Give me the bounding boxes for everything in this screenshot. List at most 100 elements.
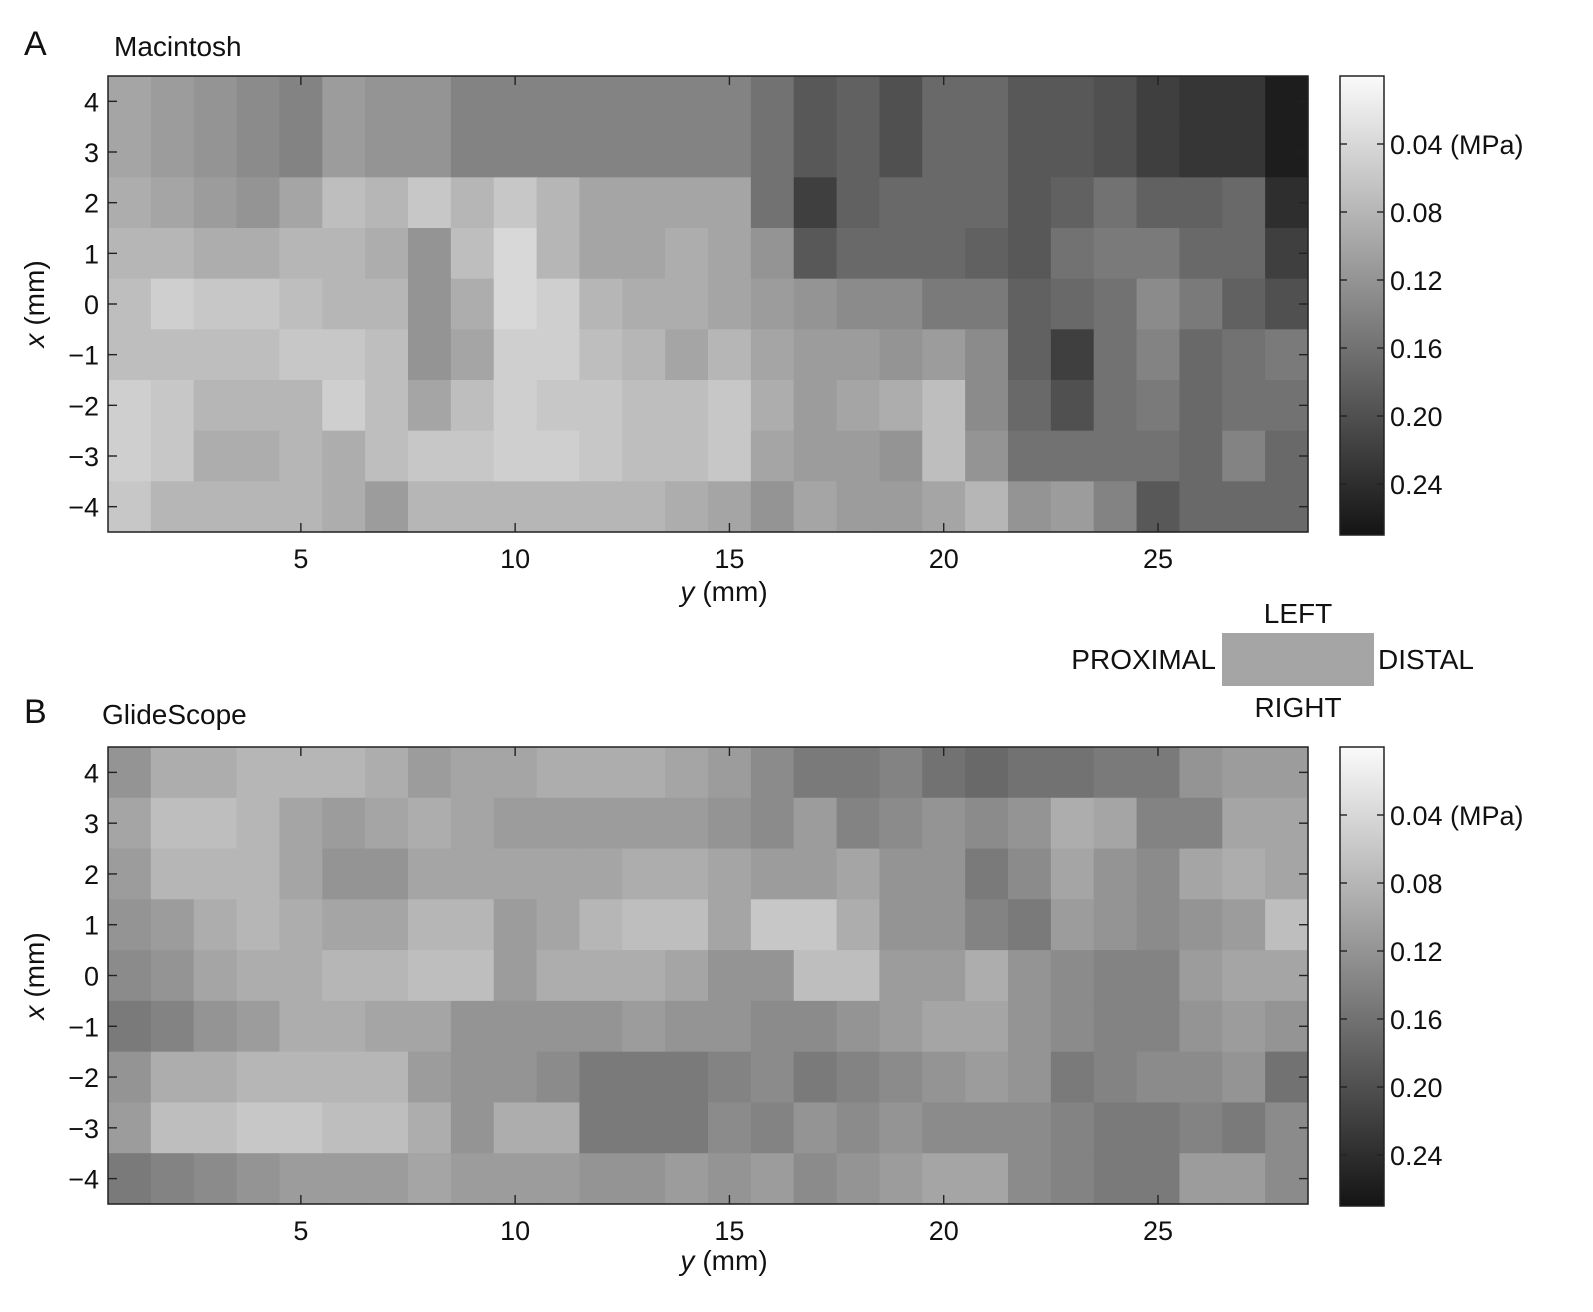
heatmap-cell	[536, 1153, 581, 1205]
heatmap-cell	[1222, 797, 1266, 850]
heatmap-cell	[1136, 848, 1181, 900]
y-tick-label: 1	[84, 911, 99, 941]
heatmap-cell	[493, 430, 538, 482]
colorbar-tick-label: 0.12	[1390, 937, 1443, 967]
heatmap-cell	[1050, 1000, 1095, 1053]
heatmap-cell	[493, 797, 538, 850]
heatmap-cell	[879, 76, 923, 128]
heatmap-cell	[708, 899, 752, 951]
heatmap-cell	[322, 1153, 366, 1205]
heatmap-cell	[322, 228, 366, 280]
heatmap-cell	[322, 278, 366, 330]
heatmap-cell	[1179, 1153, 1223, 1205]
heatmap-cell	[622, 899, 666, 951]
heatmap-cell	[408, 1000, 452, 1053]
heatmap-cell	[1093, 329, 1138, 381]
heatmap-cell	[365, 481, 409, 533]
heatmap-cell	[1050, 278, 1095, 330]
heatmap-cell	[708, 950, 752, 1002]
heatmap-cell	[793, 430, 838, 482]
heatmap-cell	[150, 228, 195, 280]
heatmap-cell	[922, 380, 966, 432]
heatmap-cell	[1093, 1000, 1138, 1053]
orientation-box	[1222, 633, 1374, 686]
heatmap-cell	[579, 1000, 623, 1053]
heatmap-cell	[665, 848, 709, 900]
heatmap-cell	[279, 899, 323, 951]
panel-a-colorbar-gradient	[1339, 75, 1385, 536]
heatmap-cell	[236, 899, 281, 951]
heatmap-cell	[536, 950, 581, 1002]
heatmap-cell	[965, 126, 1009, 178]
panel-a-y-axis-unit: (mm)	[19, 260, 50, 325]
heatmap-cell	[365, 1153, 409, 1205]
heatmap-cell	[450, 1000, 495, 1053]
heatmap-cell	[536, 481, 581, 533]
heatmap-cell	[665, 1051, 709, 1104]
heatmap-cell	[279, 380, 323, 432]
panel-a-x-axis-label: y (mm)	[678, 576, 767, 607]
heatmap-cell	[965, 1000, 1009, 1053]
heatmap-cell	[1050, 747, 1095, 799]
heatmap-cell	[1179, 177, 1223, 229]
orientation-left-label: LEFT	[1264, 598, 1332, 629]
heatmap-cell	[408, 848, 452, 900]
heatmap-cell	[150, 177, 195, 229]
heatmap-cell	[236, 950, 281, 1002]
heatmap-cell	[750, 797, 795, 850]
panel-b-colorbar-gradient	[1339, 746, 1385, 1207]
heatmap-cell	[365, 177, 409, 229]
heatmap-cell	[922, 899, 966, 951]
heatmap-cell	[1093, 228, 1138, 280]
heatmap-cell	[836, 797, 881, 850]
heatmap-cell	[1093, 430, 1138, 482]
heatmap-cell	[922, 430, 966, 482]
heatmap-cell	[750, 848, 795, 900]
heatmap-cell	[965, 950, 1009, 1002]
heatmap-cell	[193, 747, 238, 799]
heatmap-cell	[408, 797, 452, 850]
heatmap-cell	[365, 1051, 409, 1104]
heatmap-cell	[193, 278, 238, 330]
heatmap-cell	[1179, 797, 1223, 850]
heatmap-cell	[965, 430, 1009, 482]
heatmap-cell	[622, 380, 666, 432]
heatmap-cell	[193, 1102, 238, 1154]
heatmap-cell	[1136, 797, 1181, 850]
heatmap-cell	[579, 228, 623, 280]
heatmap-cell	[1136, 329, 1181, 381]
heatmap-cell	[965, 278, 1009, 330]
heatmap-cell	[622, 1000, 666, 1053]
heatmap-cell	[1136, 1000, 1181, 1053]
heatmap-cell	[879, 430, 923, 482]
heatmap-cell	[922, 228, 966, 280]
heatmap-cell	[708, 1102, 752, 1154]
panel-a-letter: A	[24, 25, 47, 63]
heatmap-cell	[1050, 950, 1095, 1002]
heatmap-cell	[1093, 747, 1138, 799]
y-tick-label: 2	[84, 860, 99, 890]
panel-a-colorbar: 0.04 (MPa) 0.08 0.12 0.16 0.20 0.24	[1339, 75, 1524, 536]
heatmap-cell	[665, 278, 709, 330]
heatmap-cell	[750, 430, 795, 482]
heatmap-cell	[365, 329, 409, 381]
heatmap-cell	[1093, 899, 1138, 951]
heatmap-cell	[1179, 430, 1223, 482]
heatmap-cell	[450, 848, 495, 900]
heatmap-cell	[1093, 278, 1138, 330]
heatmap-cell	[450, 1153, 495, 1205]
heatmap-cell	[450, 899, 495, 951]
panel-b-x-axis-label: y (mm)	[678, 1245, 767, 1276]
heatmap-cell	[965, 481, 1009, 533]
heatmap-cell	[408, 747, 452, 799]
heatmap-cell	[665, 76, 709, 128]
heatmap-cell	[1050, 177, 1095, 229]
heatmap-cell	[879, 380, 923, 432]
heatmap-cell	[322, 177, 366, 229]
heatmap-cell	[708, 848, 752, 900]
heatmap-cell	[536, 848, 581, 900]
heatmap-cell	[793, 1051, 838, 1104]
heatmap-cell	[1008, 126, 1052, 178]
heatmap-cell	[493, 1102, 538, 1154]
